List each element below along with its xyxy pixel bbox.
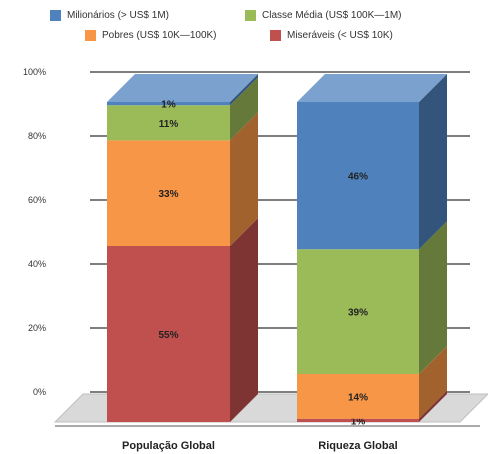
bar-value-label: 55% [158,330,178,341]
bar-value-label: 11% [159,119,179,130]
bar-segment-side [230,218,258,422]
legend-item: Pobres (US$ 10K—100K) [85,30,217,41]
bar-segment-side [230,112,258,247]
bar-segment-side [419,221,447,374]
bar-segment-side [230,77,258,141]
bar-segment [297,374,419,419]
bar-value-label: 46% [348,172,368,183]
bar-value-label: 1% [161,100,176,111]
bar-value-label: 33% [158,189,178,200]
bar-segment [107,246,230,422]
bar-value-label: 39% [348,308,368,319]
y-tick-label: 80% [28,131,46,141]
bar-group-0: 55% 33% 11% 1% [107,74,258,422]
legend-swatch [270,30,281,41]
bar-segment-side [419,74,447,250]
x-category-label: Riqueza Global [318,440,397,452]
bar-value-label: 14% [348,392,368,403]
y-tick-label: 0% [33,387,46,397]
bar-segment [107,102,230,106]
bar-top-face [107,74,258,102]
bar-segment-side [419,346,447,419]
y-tick-label: 20% [28,323,46,333]
legend-item: Classe Média (US$ 100K—1M) [245,10,402,21]
x-category-label: População Global [122,440,215,452]
y-tick-label: 100% [23,67,46,77]
legend-item: Milionários (> US$ 1M) [50,10,169,21]
bar-value-label: 1% [351,416,366,427]
bar-segment [107,140,230,246]
bar-segment [107,105,230,141]
legend-item: Miseráveis (< US$ 10K) [270,30,393,41]
bar-top-face [297,74,447,102]
bar-segment [297,102,419,250]
legend-swatch [245,10,256,21]
legend-label: Classe Média (US$ 100K—1M) [262,10,402,21]
bar-segment-side [419,390,447,422]
y-tick-label: 40% [28,259,46,269]
bar-segment-side [230,74,258,106]
legend-swatch [50,10,61,21]
legend-label: Miseráveis (< US$ 10K) [287,30,393,41]
y-tick-label: 60% [28,195,46,205]
legend-swatch [85,30,96,41]
bar-segment [297,418,419,422]
bar-segment [297,249,419,374]
bar-group-1: 1% 14% 39% 46% [297,74,447,427]
legend-label: Milionários (> US$ 1M) [67,10,169,21]
legend-label: Pobres (US$ 10K—100K) [102,30,217,41]
